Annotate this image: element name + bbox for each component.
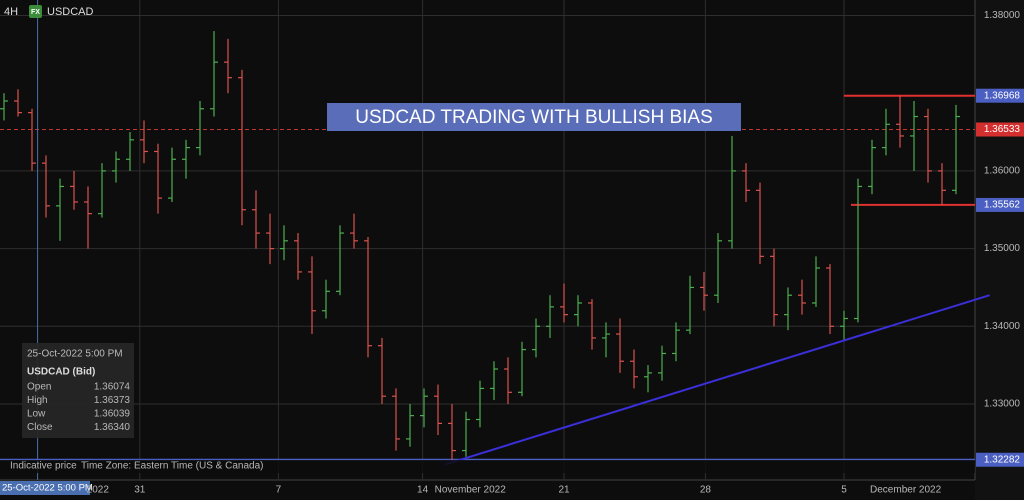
y-tick-label: 1.34000	[984, 321, 1021, 332]
price-box-label: 1.36533	[984, 124, 1021, 135]
price-box-label: 1.36968	[984, 90, 1021, 101]
overlay: 25-Oct-2022 5:00 PM USDCAD TRADING WITH B…	[0, 0, 990, 495]
price-note: Indicative price	[10, 461, 77, 472]
tooltip-key: Close	[27, 422, 53, 433]
price-lines	[0, 94, 975, 461]
tooltip-value: 1.36373	[94, 395, 131, 406]
price-box	[976, 197, 1024, 212]
title-box	[327, 103, 741, 131]
crosshair-box	[0, 481, 90, 495]
tooltip-bg	[22, 343, 134, 438]
price-box	[976, 452, 1024, 467]
x-tick-label: 28	[700, 485, 712, 496]
crosshair-label: 25-Oct-2022 5:00 PM	[2, 483, 93, 494]
grid	[0, 0, 975, 480]
y-tick-label: 1.38000	[984, 10, 1021, 21]
x-tick-label: 31	[134, 485, 146, 496]
time-zone: Time Zone: Eastern Time (US & Canada)	[81, 461, 263, 472]
x-tick-label: 14	[417, 485, 429, 496]
fx-badge	[29, 5, 42, 18]
price-box-label: 1.35562	[984, 200, 1021, 211]
price-axis-panel	[975, 0, 1024, 500]
x-tick-label: 21	[558, 485, 570, 496]
tooltip-value: 1.36039	[94, 409, 131, 420]
x-tick-label: 7	[276, 485, 282, 496]
price-box-label: 1.32282	[984, 454, 1021, 465]
y-tick-label: 1.33000	[984, 399, 1021, 410]
tooltip-key: Open	[27, 382, 51, 393]
tooltip-value: 1.36340	[94, 422, 131, 433]
y-tick-label: 1.36000	[984, 166, 1021, 177]
chart-title: USDCAD TRADING WITH BULLISH BIAS	[355, 107, 713, 128]
price-box	[976, 88, 1024, 103]
symbol: USDCAD	[47, 6, 94, 18]
tooltip-value: 1.36074	[94, 382, 131, 393]
tooltip-instrument: USDCAD (Bid)	[27, 367, 95, 378]
x-tick-label: 5	[841, 485, 847, 496]
trendline	[444, 294, 990, 466]
y-tick-label: 1.35000	[984, 243, 1021, 254]
x-tick-label: 2022	[87, 485, 110, 496]
price-box	[976, 122, 1024, 137]
x-tick-label: December 2022	[870, 485, 942, 496]
x-tick-label: November 2022	[435, 485, 507, 496]
footer-bg	[0, 460, 975, 473]
bars	[0, 31, 960, 460]
interval: 4H	[4, 6, 18, 18]
tooltip-time: 25-Oct-2022 5:00 PM	[27, 349, 123, 360]
fx-badge-text: FX	[31, 9, 40, 16]
tooltip-key: Low	[27, 409, 46, 420]
tooltip-key: High	[27, 395, 48, 406]
